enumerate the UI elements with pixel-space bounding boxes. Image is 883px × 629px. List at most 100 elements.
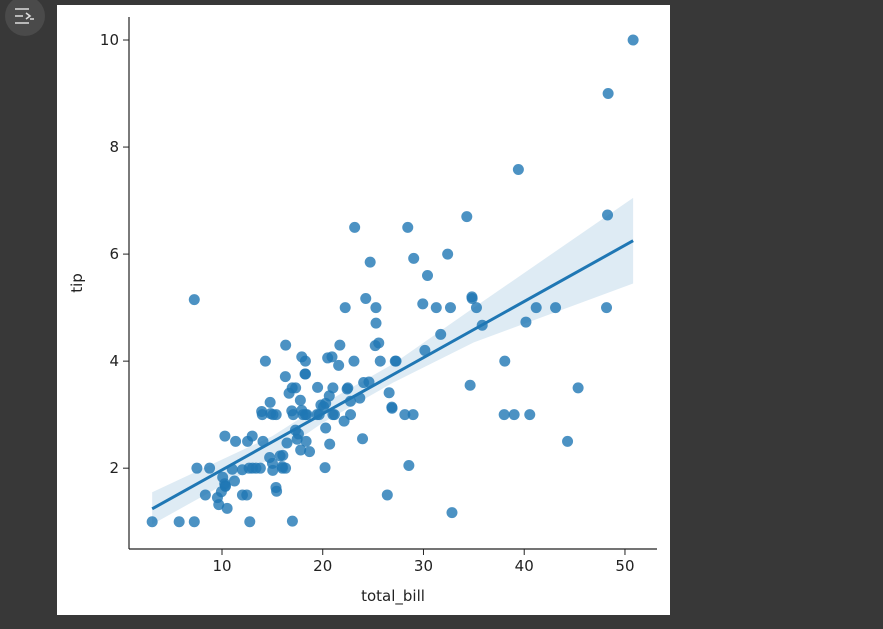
y-tick-label: 10 — [100, 31, 119, 49]
point — [279, 371, 291, 383]
point — [199, 489, 211, 501]
point — [520, 316, 532, 328]
point — [286, 515, 298, 527]
point — [446, 507, 458, 519]
point — [246, 430, 258, 442]
icon-glyph[interactable] — [15, 8, 34, 24]
point — [217, 471, 229, 483]
point — [290, 382, 302, 394]
point — [464, 379, 476, 391]
point — [304, 446, 316, 458]
y-axis-label: tip — [68, 273, 86, 293]
point — [191, 462, 203, 474]
point — [256, 409, 268, 421]
point — [602, 209, 614, 221]
point — [601, 302, 613, 314]
x-tick-label: 40 — [515, 557, 534, 575]
point — [408, 252, 420, 264]
point — [204, 462, 216, 474]
point — [357, 433, 369, 445]
y-tick-label: 2 — [109, 459, 119, 477]
point — [320, 422, 332, 434]
point — [348, 355, 360, 367]
point — [508, 409, 520, 421]
point — [230, 435, 242, 447]
point — [213, 499, 225, 511]
point — [470, 302, 482, 314]
output-icon[interactable] — [5, 0, 45, 36]
point — [295, 444, 307, 456]
point — [349, 221, 361, 233]
point — [294, 394, 306, 406]
point — [259, 355, 271, 367]
point — [383, 387, 395, 399]
point — [364, 256, 376, 268]
point — [322, 352, 334, 364]
point — [287, 409, 299, 421]
point — [281, 437, 293, 449]
point — [627, 34, 639, 46]
x-tick-label: 50 — [615, 557, 634, 575]
point — [417, 298, 429, 310]
point — [270, 409, 282, 421]
point — [602, 88, 614, 100]
point — [264, 396, 276, 408]
point — [370, 317, 382, 329]
point — [422, 270, 434, 282]
point — [499, 355, 511, 367]
point — [247, 462, 259, 474]
y-tick-label: 4 — [109, 352, 119, 370]
point — [562, 435, 574, 447]
point — [461, 211, 473, 223]
point — [530, 302, 542, 314]
point — [299, 355, 311, 367]
point — [402, 221, 414, 233]
point — [360, 293, 372, 305]
point — [318, 401, 330, 413]
point — [334, 339, 346, 351]
point — [173, 516, 185, 528]
point — [312, 381, 324, 393]
point — [299, 368, 311, 380]
point — [270, 481, 282, 493]
point — [419, 344, 431, 356]
point — [444, 302, 456, 314]
point — [276, 462, 288, 474]
point — [430, 302, 442, 314]
point — [146, 516, 158, 528]
plot-area — [146, 34, 639, 528]
point — [319, 462, 331, 474]
point — [572, 382, 584, 394]
point — [403, 460, 415, 472]
point — [370, 302, 382, 314]
point — [264, 451, 276, 463]
point — [244, 516, 256, 528]
x-axis-label: total_bill — [361, 587, 425, 606]
point — [341, 383, 353, 395]
point — [399, 409, 411, 421]
point — [524, 409, 536, 421]
x-tick-label: 20 — [313, 557, 332, 575]
point — [386, 401, 398, 413]
point — [188, 294, 200, 306]
point — [228, 475, 240, 487]
point — [435, 328, 447, 340]
point — [374, 355, 386, 367]
point — [390, 355, 402, 367]
point — [338, 415, 350, 427]
figure — [57, 5, 670, 615]
point — [550, 302, 562, 314]
point — [241, 489, 253, 501]
point — [188, 516, 200, 528]
y-tick-label: 8 — [109, 138, 119, 156]
point — [219, 430, 231, 442]
point — [221, 502, 233, 514]
point — [381, 489, 393, 501]
point — [280, 339, 292, 351]
point — [327, 409, 339, 421]
point — [254, 462, 266, 474]
x-tick-label: 30 — [414, 557, 433, 575]
point — [498, 409, 510, 421]
